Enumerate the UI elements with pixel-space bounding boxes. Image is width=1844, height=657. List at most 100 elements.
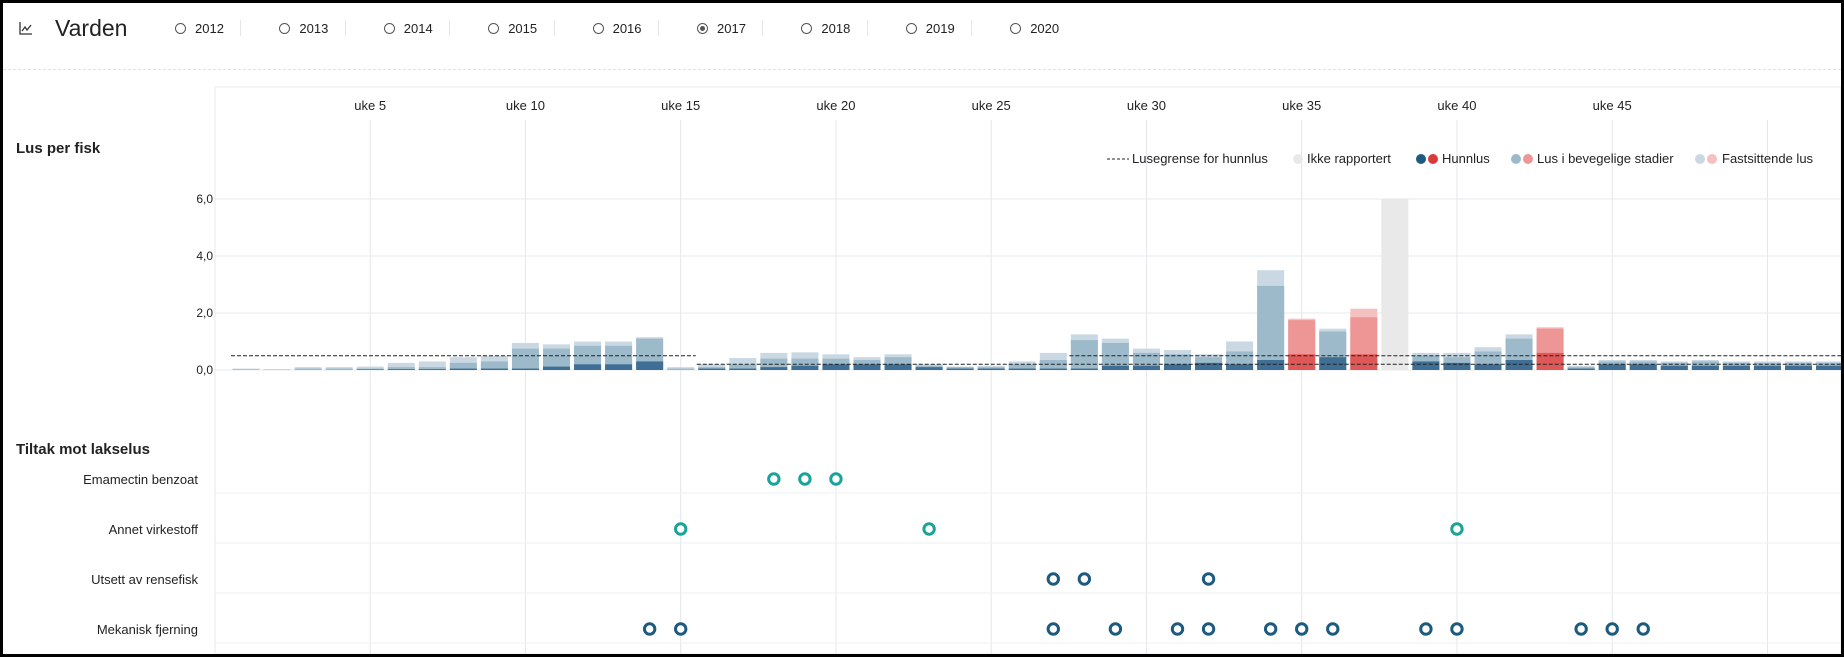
year-radio[interactable] (279, 23, 291, 34)
year-option-2012[interactable]: 2012 (175, 21, 224, 36)
year-label: 2019 (925, 21, 955, 36)
bar-female-lice (1412, 361, 1440, 370)
year-label: 2012 (195, 21, 224, 36)
year-label: 2017 (717, 21, 746, 36)
y-tick-label: 0,0 (196, 363, 213, 377)
year-option-2013[interactable]: 2013 (279, 21, 328, 36)
year-divider (449, 20, 451, 36)
treatment-marker (767, 472, 781, 486)
year-option-2019[interactable]: 2019 (905, 21, 955, 36)
x-tick-label: uke 40 (1437, 98, 1476, 113)
bar-female-lice (1319, 357, 1347, 370)
treatment-marker (798, 472, 812, 486)
bar-mobile-lice (511, 348, 539, 370)
treatment-marker (922, 522, 936, 536)
treatment-row-label: Utsett av rensefisk (91, 572, 198, 587)
year-option-2018[interactable]: 2018 (801, 21, 850, 36)
legend-threshold-label: Lusegrense for hunnlus (1132, 151, 1268, 166)
x-tick-label: uke 35 (1282, 98, 1321, 113)
bar-female-lice (1474, 364, 1502, 370)
bar-mobile-lice (1070, 340, 1098, 370)
year-option-2016[interactable]: 2016 (592, 21, 642, 36)
bar-female-lice (636, 361, 664, 370)
y-tick-label: 4,0 (196, 249, 213, 263)
x-tick-label: uke 15 (661, 98, 700, 113)
bar-female-lice (449, 368, 477, 370)
bar-not-reported (1381, 199, 1409, 370)
treatment-marker (1046, 622, 1061, 636)
bar-female-lice (1567, 368, 1595, 370)
legend-mobile-label: Lus i bevegelige stadier (1537, 151, 1674, 166)
x-tick-label: uke 10 (506, 98, 545, 113)
x-tick-label: uke 30 (1127, 98, 1166, 113)
bar-mobile-lice (418, 367, 446, 370)
bar-mobile-lice (1257, 285, 1285, 370)
bar-female-lice (605, 364, 633, 370)
bar-female-lice (791, 365, 819, 370)
treatment-marker (674, 522, 688, 536)
bar-female-lice (511, 368, 539, 370)
bar-fixed-lice (356, 366, 384, 370)
bar-female-lice (853, 364, 881, 370)
bar-female-lice (1164, 364, 1191, 370)
year-radio[interactable] (488, 23, 500, 34)
bar-female-lice (1785, 365, 1812, 370)
x-tick-label: uke 20 (816, 98, 855, 113)
x-tick-label: uke 25 (972, 98, 1011, 113)
treatment-marker (1419, 622, 1433, 636)
treatment-marker (1201, 622, 1216, 636)
year-radio[interactable] (383, 23, 395, 34)
year-divider (658, 20, 659, 36)
y-tick-label: 2,0 (196, 306, 213, 320)
year-divider (553, 20, 555, 36)
year-option-2020[interactable]: 2020 (1010, 21, 1059, 36)
bar-female-lice (1816, 365, 1841, 370)
treatment-marker (1295, 622, 1309, 636)
bar-fixed-lice (263, 369, 291, 370)
year-radio[interactable] (905, 23, 917, 34)
year-option-2015[interactable]: 2015 (488, 21, 537, 36)
treatment-marker (1605, 622, 1619, 636)
treatment-marker (642, 622, 657, 636)
treatment-marker (1636, 622, 1650, 636)
legend-fixed-swatch-red (1707, 154, 1717, 164)
bar-female-lice (1132, 365, 1160, 370)
treatment-marker (1450, 622, 1464, 636)
bar-female-lice (1505, 360, 1533, 370)
treatment-marker (1574, 622, 1588, 636)
bar-mobile-lice (387, 367, 415, 370)
legend-fixed-label: Fastsittende lus (1722, 151, 1814, 166)
year-radio[interactable] (697, 23, 708, 34)
bar-female-lice (1722, 365, 1750, 370)
year-option-2017[interactable]: 2017 (697, 21, 746, 36)
bar-mobile-lice (356, 368, 384, 370)
year-radio[interactable] (801, 23, 813, 34)
year-radio[interactable] (592, 23, 604, 34)
year-radio[interactable] (175, 23, 186, 34)
bar-mobile-lice (449, 362, 477, 370)
bar-female-lice (1629, 364, 1657, 370)
year-option-2014[interactable]: 2014 (383, 21, 433, 36)
bar-female-lice (1536, 352, 1564, 370)
year-label: 2013 (299, 21, 329, 36)
year-radio[interactable] (1010, 23, 1022, 34)
treatment-row-label: Annet virkestoff (109, 522, 199, 537)
bar-female-lice (946, 368, 974, 370)
treatment-marker (674, 622, 688, 636)
bar-female-lice (915, 367, 943, 370)
lice-chart: uke 5 uke 10 uke 15 uke 20 uke 25 uke 30 uke 3… (16, 86, 1841, 654)
year-label: 2014 (403, 21, 433, 36)
legend-mobile-swatch-blue (1511, 154, 1521, 164)
treatment-marker (829, 472, 843, 486)
bar-chart-title: Lus per fisk (16, 140, 101, 157)
treatment-marker (1046, 572, 1061, 586)
bar-mobile-lice (543, 348, 570, 370)
treatment-row-label: Mekanisk fjerning (97, 622, 198, 637)
bar-fixed-lice (418, 361, 446, 370)
treatment-marker (1077, 572, 1092, 586)
line-chart-icon (19, 22, 32, 35)
bar-female-lice (418, 369, 446, 370)
year-divider (971, 20, 973, 36)
treatment-row-label: Emamectin benzoat (83, 472, 198, 487)
bar-female-lice (1288, 354, 1316, 370)
